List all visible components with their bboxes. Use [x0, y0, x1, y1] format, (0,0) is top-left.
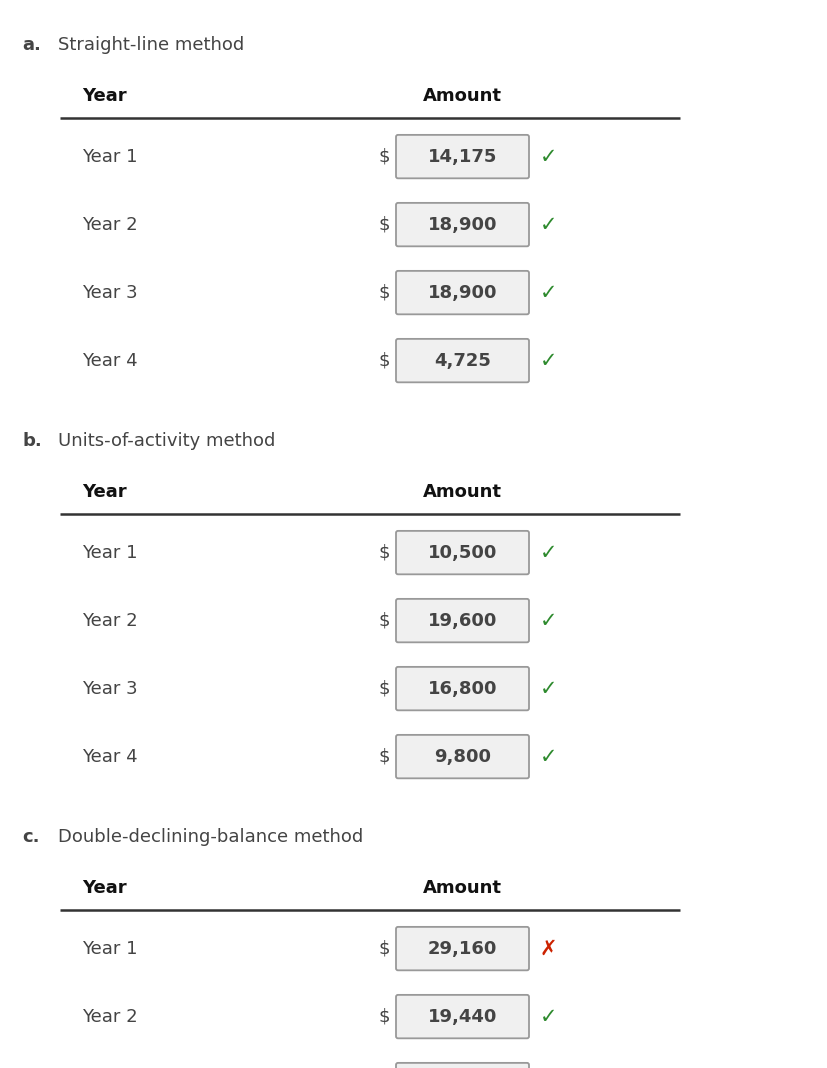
Text: $: $: [378, 940, 390, 958]
Text: Year 2: Year 2: [82, 1007, 137, 1025]
Text: Year: Year: [82, 483, 127, 501]
FancyBboxPatch shape: [395, 531, 528, 575]
Text: ✓: ✓: [539, 611, 557, 630]
Text: $: $: [378, 748, 390, 766]
Text: ✓: ✓: [539, 215, 557, 235]
Text: ✓: ✓: [539, 543, 557, 563]
Text: $: $: [378, 216, 390, 234]
Text: Amount: Amount: [423, 483, 501, 501]
FancyBboxPatch shape: [395, 927, 528, 971]
FancyBboxPatch shape: [395, 339, 528, 382]
Text: Year: Year: [82, 87, 127, 105]
Text: Amount: Amount: [423, 879, 501, 897]
FancyBboxPatch shape: [395, 1063, 528, 1068]
Text: Year 4: Year 4: [82, 748, 137, 766]
Text: 14,175: 14,175: [428, 147, 496, 166]
Text: ✗: ✗: [539, 939, 557, 959]
Text: $: $: [378, 351, 390, 370]
Text: ✓: ✓: [539, 678, 557, 698]
Text: ✓: ✓: [539, 283, 557, 302]
Text: ✓: ✓: [539, 747, 557, 767]
Text: Double-declining-balance method: Double-declining-balance method: [58, 828, 363, 846]
Text: ✓: ✓: [539, 1007, 557, 1026]
Text: Year 4: Year 4: [82, 351, 137, 370]
Text: Year 2: Year 2: [82, 612, 137, 630]
Text: $: $: [378, 544, 390, 562]
Text: $: $: [378, 284, 390, 301]
FancyBboxPatch shape: [395, 995, 528, 1038]
Text: Year 1: Year 1: [82, 544, 137, 562]
Text: 18,900: 18,900: [428, 284, 497, 301]
Text: $: $: [378, 612, 390, 630]
Text: a.: a.: [22, 35, 41, 53]
Text: Units-of-activity method: Units-of-activity method: [58, 431, 275, 450]
Text: b.: b.: [22, 431, 41, 450]
Text: 4,725: 4,725: [433, 351, 490, 370]
Text: ✓: ✓: [539, 146, 557, 167]
FancyBboxPatch shape: [395, 599, 528, 642]
Text: 29,160: 29,160: [428, 940, 496, 958]
Text: Year 3: Year 3: [82, 284, 137, 301]
FancyBboxPatch shape: [395, 135, 528, 178]
Text: $: $: [378, 679, 390, 697]
Text: Straight-line method: Straight-line method: [58, 35, 244, 53]
FancyBboxPatch shape: [395, 666, 528, 710]
Text: ✓: ✓: [539, 350, 557, 371]
Text: 10,500: 10,500: [428, 544, 496, 562]
Text: $: $: [378, 147, 390, 166]
Text: Year 1: Year 1: [82, 940, 137, 958]
Text: Amount: Amount: [423, 87, 501, 105]
Text: Year: Year: [82, 879, 127, 897]
Text: Year 3: Year 3: [82, 679, 137, 697]
FancyBboxPatch shape: [395, 203, 528, 247]
Text: 18,900: 18,900: [428, 216, 497, 234]
Text: 9,800: 9,800: [433, 748, 490, 766]
Text: $: $: [378, 1007, 390, 1025]
Text: c.: c.: [22, 828, 40, 846]
Text: Year 2: Year 2: [82, 216, 137, 234]
Text: 16,800: 16,800: [428, 679, 497, 697]
Text: 19,440: 19,440: [428, 1007, 496, 1025]
FancyBboxPatch shape: [395, 271, 528, 314]
FancyBboxPatch shape: [395, 735, 528, 779]
Text: Year 1: Year 1: [82, 147, 137, 166]
Text: 19,600: 19,600: [428, 612, 496, 630]
